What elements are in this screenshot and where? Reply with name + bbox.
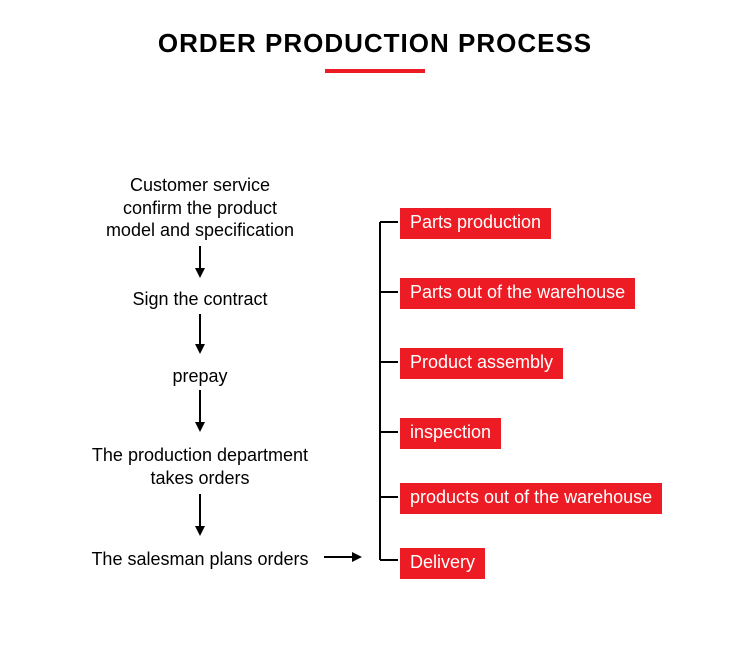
diagram-stage: Customer serviceconfirm the productmodel… [0, 28, 750, 652]
red-box-box2: Parts out of the warehouse [400, 278, 635, 309]
red-box-box4: inspection [400, 418, 501, 449]
left-step-step2: Sign the contract [60, 288, 340, 311]
red-box-box1: Parts production [400, 208, 551, 239]
red-box-box3: Product assembly [400, 348, 563, 379]
red-box-box6: Delivery [400, 548, 485, 579]
left-step-step5: The salesman plans orders [60, 548, 340, 571]
red-box-box5: products out of the warehouse [400, 483, 662, 514]
left-step-step4: The production departmenttakes orders [60, 444, 340, 489]
left-step-step1: Customer serviceconfirm the productmodel… [60, 174, 340, 242]
left-step-step3: prepay [60, 365, 340, 388]
